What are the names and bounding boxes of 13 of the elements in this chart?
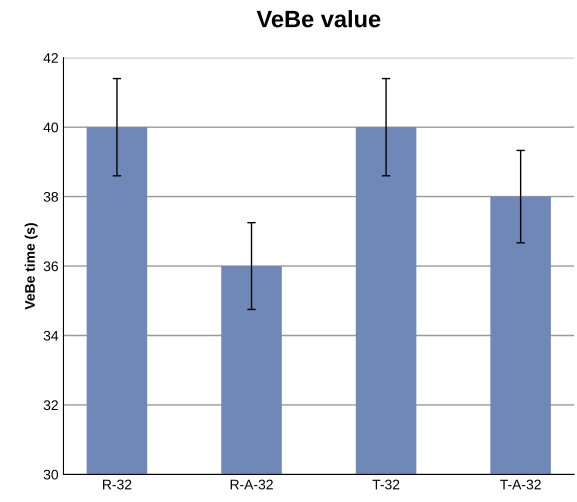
y-tick-label: 40 <box>43 122 58 132</box>
x-tick-label: R-A-32 <box>230 480 273 490</box>
x-tick-label: R-32 <box>103 480 132 490</box>
x-tick-label: T-32 <box>372 480 400 490</box>
y-axis-title: VeBe time (s) <box>24 223 38 310</box>
y-tick-label: 32 <box>44 400 58 410</box>
y-tick-label: 34 <box>44 330 58 341</box>
chart-title: VeBe value <box>256 10 380 28</box>
y-tick-label: 38 <box>44 192 58 202</box>
y-tick-label: 36 <box>44 261 58 272</box>
y-tick-label: 42 <box>43 53 58 63</box>
x-tick-label: T-A-32 <box>500 480 541 490</box>
y-tick-label: 30 <box>44 470 58 480</box>
